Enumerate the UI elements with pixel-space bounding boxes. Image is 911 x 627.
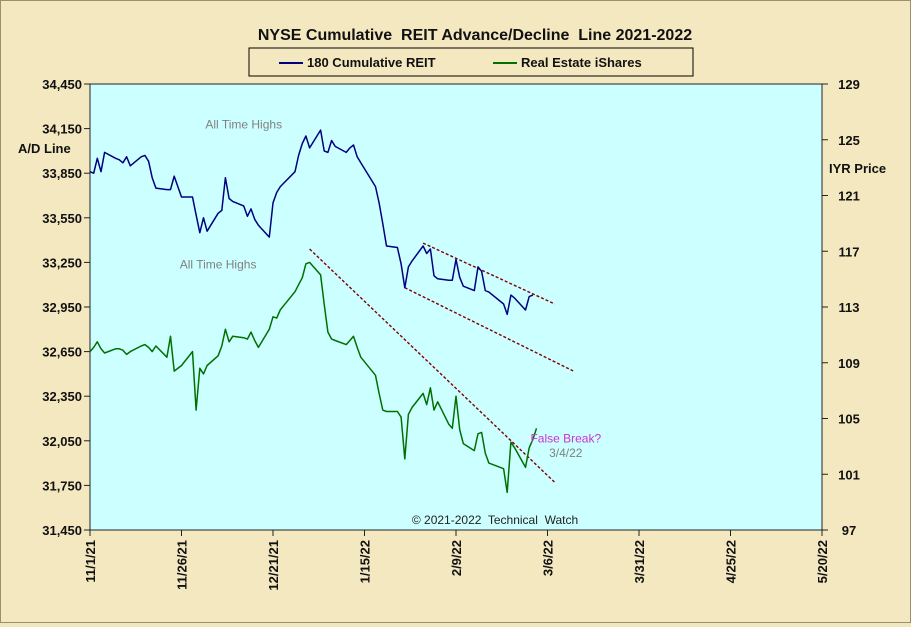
y-tick-label-left: 33,850: [42, 166, 82, 181]
series-line-iyr: [89, 261, 538, 494]
y-axis-label-left: A/D Line: [18, 141, 71, 156]
y-tick-label-right: 101: [838, 467, 860, 482]
annotation-all-time-highs-ad: All Time Highs: [205, 118, 282, 132]
y-tick-label-right: 121: [838, 189, 860, 204]
annotation-false-break-date: 3/4/22: [549, 446, 583, 460]
legend-box: [248, 47, 694, 77]
plot-area: [89, 83, 823, 531]
y-tick-label-left: 31,450: [42, 523, 82, 538]
legend-label-ad: 180 Cumulative REIT: [307, 55, 436, 70]
y-tick-label-left: 32,350: [42, 389, 82, 404]
y-tick-label-right: 125: [838, 133, 860, 148]
y-tick-label-right: 129: [838, 77, 860, 92]
trend-line-ad-channel-lower: [404, 287, 574, 372]
y-tick-label-left: 33,550: [42, 211, 82, 226]
y-tick-label-right: 117: [839, 244, 860, 259]
y-tick-label-left: 31,750: [42, 478, 82, 493]
legend: 180 Cumulative REIT Real Estate iShares: [248, 47, 694, 77]
y-tick-label-right: 109: [838, 356, 860, 371]
x-tick-label: 11/26/21: [175, 540, 190, 590]
y-tick-label-right: 105: [838, 412, 860, 427]
y-tick-label-left: 34,450: [42, 77, 82, 92]
x-tick-label: 11/1/21: [83, 540, 98, 583]
y-tick-label-right: 113: [839, 300, 860, 315]
trend-lines: [309, 242, 574, 483]
y-tick-label-right: 97: [842, 523, 856, 538]
annotation-false-break: False Break?: [530, 431, 601, 445]
x-tick-label: 3/31/22: [632, 540, 647, 583]
annotation-all-time-highs-iyr: All Time Highs: [180, 257, 257, 271]
x-tick-label: 2/9/22: [449, 540, 464, 576]
legend-label-iyr: Real Estate iShares: [521, 55, 642, 70]
x-tick-label: 12/21/21: [266, 540, 281, 591]
y-tick-label-left: 32,950: [42, 300, 82, 315]
y-tick-label-left: 33,250: [42, 255, 82, 270]
x-tick-label: 1/15/22: [358, 540, 373, 583]
copyright-text: © 2021-2022 Technical Watch: [412, 513, 578, 527]
series-line-ad: [89, 129, 534, 316]
x-tick-label: 5/20/22: [815, 540, 830, 583]
y-tick-label-left: 34,150: [42, 122, 82, 137]
y-tick-label-left: 32,050: [42, 434, 82, 449]
chart-title: NYSE Cumulative REIT Advance/Decline Lin…: [258, 27, 692, 44]
trend-line-ad-channel-upper: [422, 242, 556, 305]
y-tick-label-left: 32,650: [42, 345, 82, 360]
x-tick-label: 3/6/22: [541, 540, 556, 576]
series: [89, 129, 538, 494]
y-axis-label-right: IYR Price: [829, 161, 886, 176]
axes: 34,450 34,150 33,850 33,550 33,250 32,950 32,6…: [42, 77, 860, 591]
trend-line-iyr-downtrend: [309, 248, 556, 483]
annotations: All Time Highs All Time Highs False Break?…: [180, 118, 602, 461]
x-tick-label: 4/25/22: [724, 540, 739, 583]
